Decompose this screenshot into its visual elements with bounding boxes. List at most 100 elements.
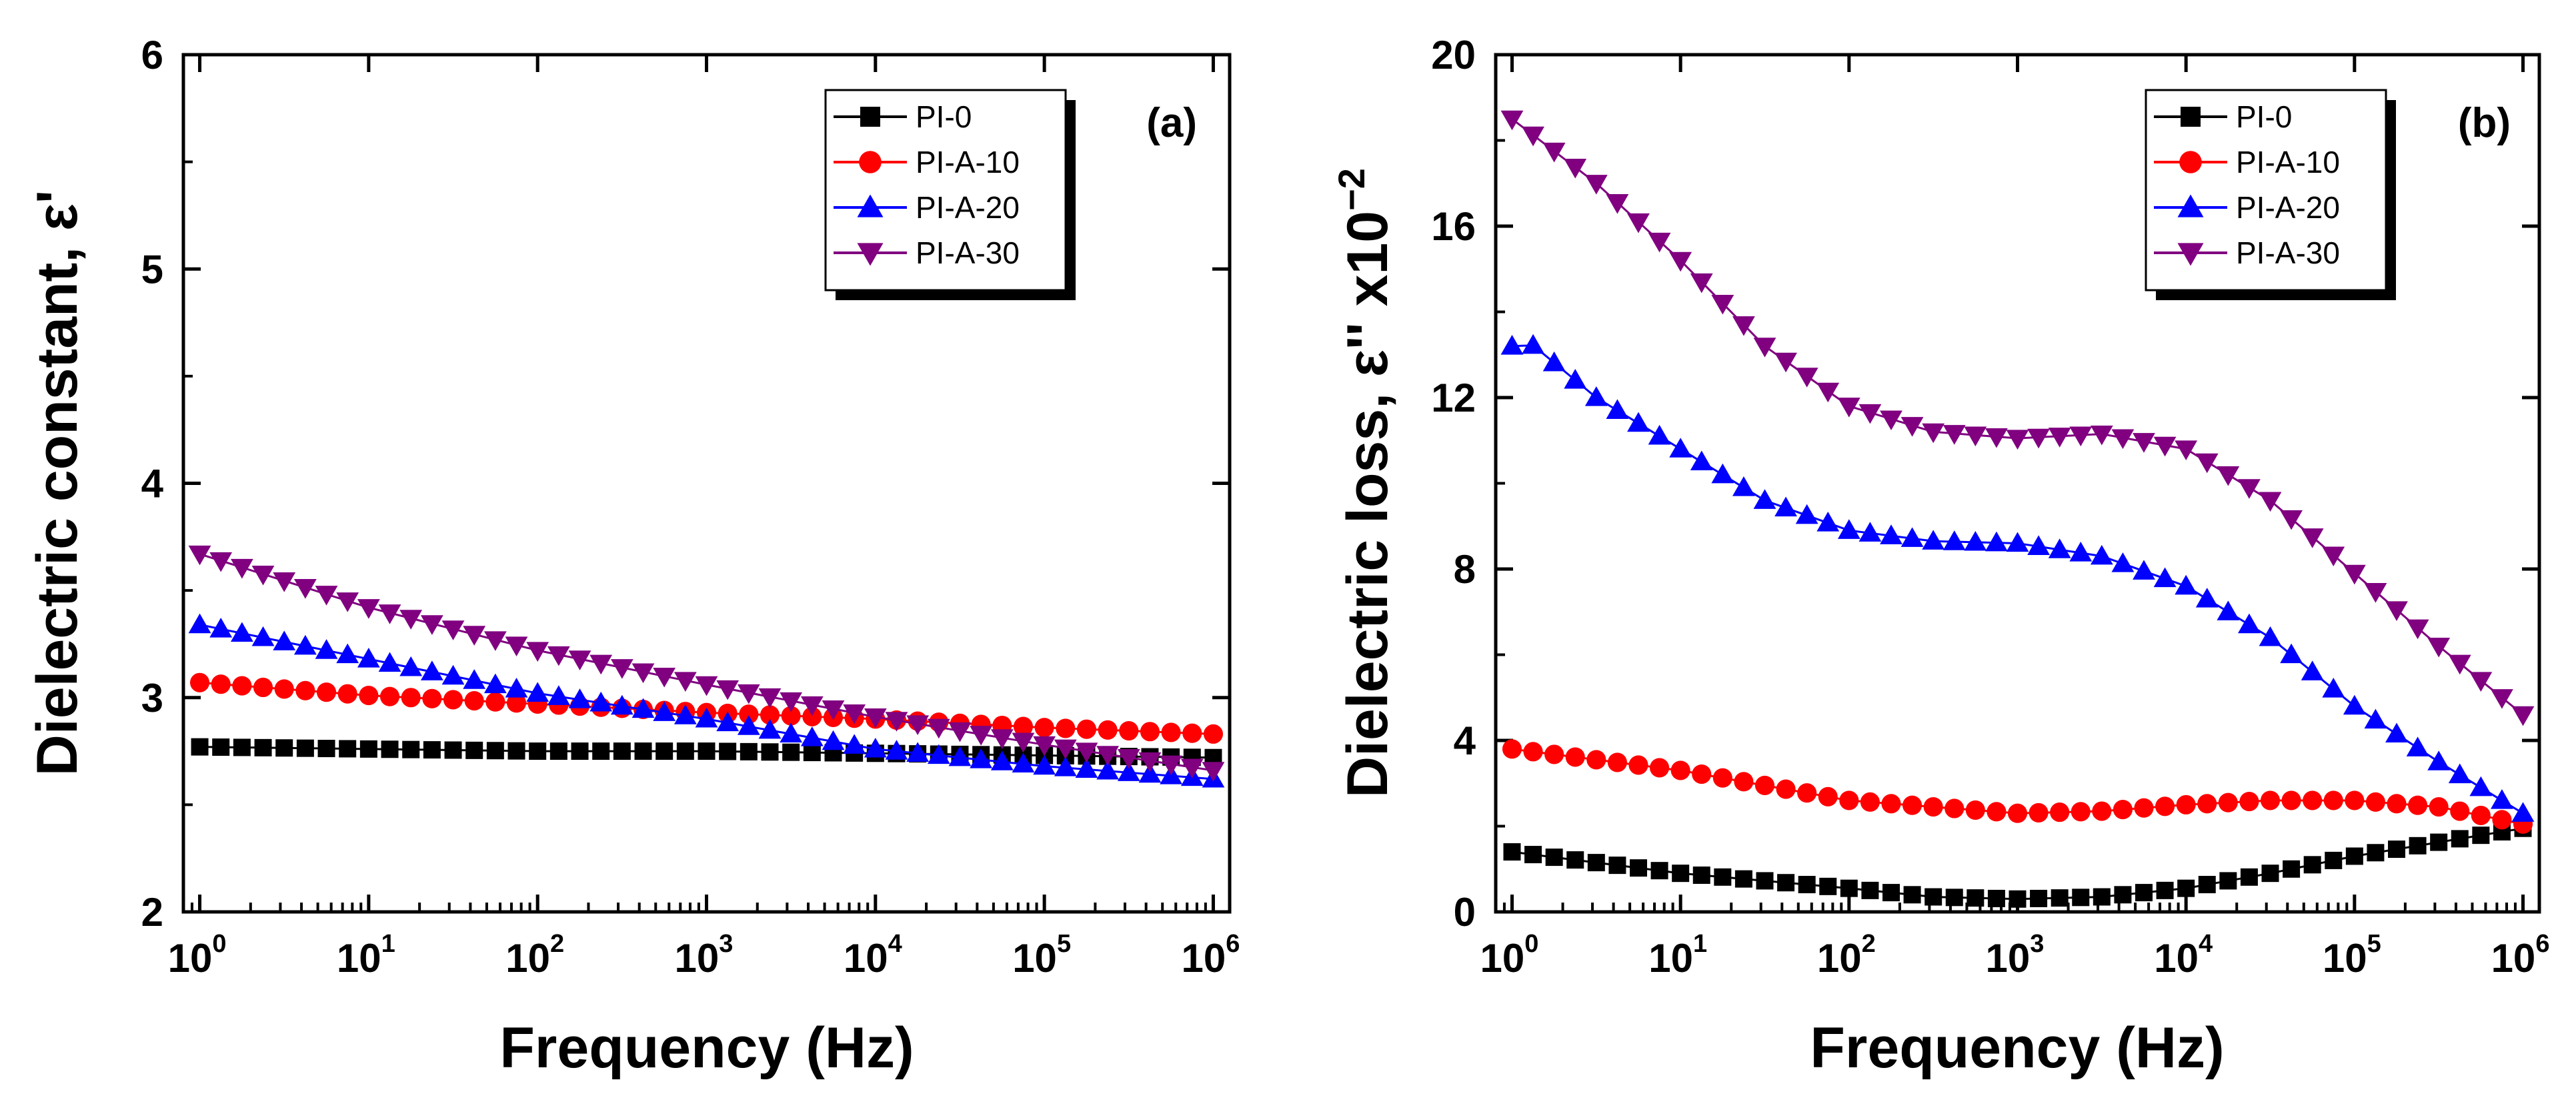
legend-item-PI-A-20: PI-A-20 (2154, 190, 2340, 225)
data-point (2492, 810, 2512, 830)
y-tick-label: 20 (1431, 33, 1476, 77)
data-point (1819, 877, 1837, 895)
data-point (1795, 504, 1818, 524)
data-point (739, 704, 759, 724)
data-point (2195, 453, 2219, 474)
data-point (737, 684, 760, 704)
x-tick-exponent: 1 (381, 930, 395, 958)
data-point (1776, 779, 1796, 799)
data-point (423, 741, 441, 759)
data-point (2261, 865, 2279, 883)
data-point (1732, 476, 1755, 496)
data-point (464, 691, 484, 711)
data-point (1503, 843, 1521, 861)
data-point (547, 646, 570, 666)
data-point (1837, 519, 1860, 539)
data-point (1672, 865, 1690, 883)
y-axis-label-main: Dielectric loss, ε'' x10 (1336, 211, 1400, 798)
data-point (1117, 761, 1140, 781)
x-tick-label: 104 (2154, 930, 2213, 981)
data-point (970, 726, 993, 746)
data-point (1033, 754, 1056, 775)
data-point (1138, 762, 1162, 783)
data-point (1712, 768, 1732, 788)
data-point (2238, 479, 2261, 499)
x-tick-exponent: 5 (2367, 930, 2381, 958)
x-tick-base: 10 (2323, 936, 2367, 981)
data-point (378, 604, 401, 624)
data-point (337, 684, 357, 704)
x-ticks: 100 101 102 103 104 105 106 (1480, 55, 2549, 981)
legend-marker (860, 107, 880, 127)
data-point (1795, 368, 1818, 388)
x-axis-label: Frequency (Hz) (499, 1016, 914, 1080)
data-point (2343, 564, 2366, 585)
x-tick-base: 10 (505, 936, 550, 981)
data-point (357, 599, 380, 619)
data-point (1564, 368, 1587, 389)
legend-item-PI-0: PI-0 (2154, 99, 2292, 134)
data-point (927, 718, 950, 739)
data-point (1690, 450, 1713, 471)
data-point (970, 748, 993, 768)
data-point (251, 565, 275, 586)
data-point (2343, 694, 2366, 715)
data-point (1987, 889, 2005, 907)
data-point (273, 572, 296, 592)
data-point (443, 690, 463, 710)
data-point (1584, 175, 1608, 195)
data-point (800, 696, 824, 716)
data-point (1586, 750, 1606, 770)
data-point (1565, 747, 1585, 767)
data-point (990, 729, 1014, 749)
data-point (1524, 846, 1542, 864)
data-point (610, 659, 633, 679)
data-point (357, 648, 380, 668)
data-point (1756, 872, 1774, 890)
y-tick-label: 3 (141, 676, 163, 720)
data-point (1816, 512, 1840, 532)
data-point (2051, 889, 2069, 907)
data-point (843, 734, 866, 754)
x-tick-label: 100 (1480, 930, 1539, 981)
data-point (1202, 762, 1225, 782)
x-tick-exponent: 0 (212, 930, 226, 958)
data-point (1774, 352, 1797, 373)
data-point (758, 718, 782, 739)
data-point (399, 610, 423, 630)
data-point (1587, 854, 1605, 872)
data-point (2218, 792, 2238, 812)
data-point (2260, 790, 2281, 810)
data-point (1880, 410, 1902, 431)
legend-item-PI-A-10: PI-A-10 (2154, 145, 2340, 179)
data-point (822, 730, 845, 750)
data-point (2030, 889, 2048, 907)
x-ticks: 100 101 102 103 104 105 106 (168, 55, 1240, 981)
data-point (589, 654, 613, 675)
data-point (1012, 752, 1035, 773)
data-point (2325, 851, 2343, 869)
data-point (505, 636, 528, 656)
data-point (1840, 879, 1858, 897)
data-point (441, 620, 465, 640)
data-point (1628, 755, 1648, 775)
data-point (485, 692, 505, 712)
data-point (2238, 613, 2261, 634)
data-point (2427, 637, 2451, 658)
data-point (568, 688, 591, 708)
data-point (1837, 398, 1860, 418)
y-tick-label: 6 (141, 33, 163, 77)
data-point (359, 685, 379, 706)
legend-item-PI-A-30: PI-A-30 (834, 235, 1020, 270)
series-PI-A-20 (188, 613, 1225, 788)
data-point (2009, 890, 2027, 908)
data-point (2364, 708, 2387, 729)
data-point (1650, 758, 1670, 778)
y-axis-label: Dielectric loss, ε'' x10−2 (1330, 168, 1400, 798)
data-point (2135, 884, 2153, 902)
legend-entries: PI-0 PI-A-10 PI-A-20 PI-A-30 (2154, 99, 2340, 270)
data-point (1734, 870, 1752, 888)
data-point (2303, 856, 2321, 874)
data-point (2006, 430, 2029, 450)
data-point (1584, 386, 1608, 406)
